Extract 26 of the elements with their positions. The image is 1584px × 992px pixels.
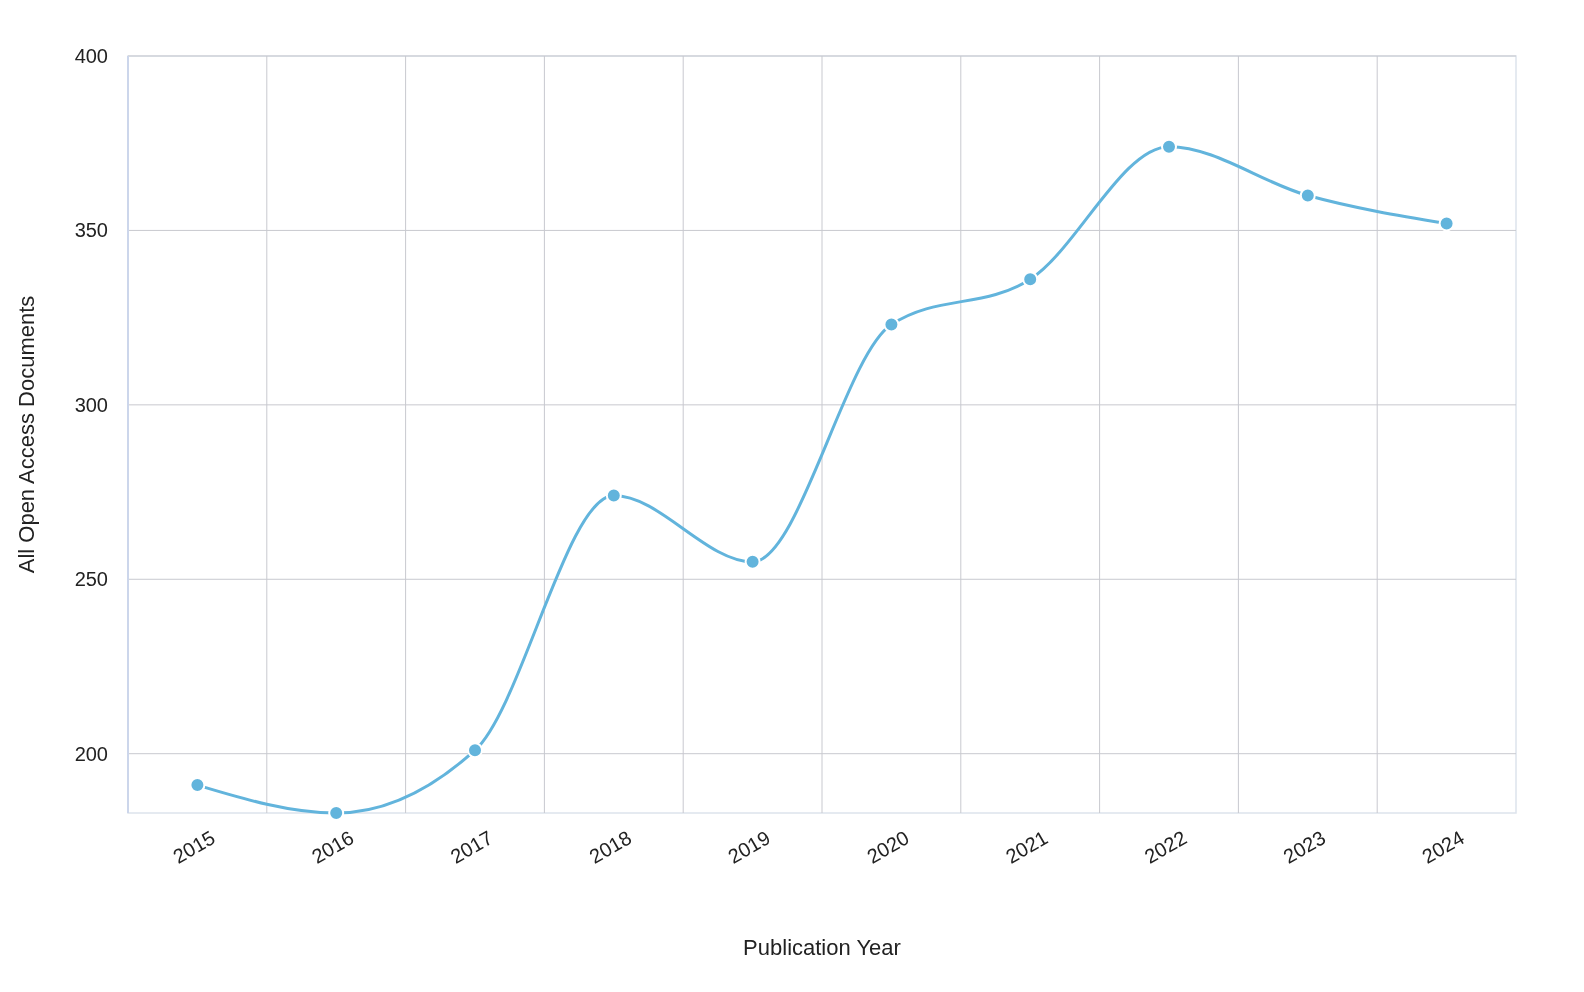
point [1299, 187, 1316, 204]
point [1161, 138, 1177, 155]
point [328, 805, 345, 821]
x-tick-label: 2021 [1001, 826, 1052, 868]
point [1022, 271, 1039, 288]
x-tick-label: 2015 [169, 826, 219, 868]
x-tick-label: 2023 [1279, 826, 1330, 868]
x-tick-label: 2019 [724, 826, 774, 868]
y-tick-label: 250 [74, 568, 108, 591]
x-tick-label: 2017 [446, 826, 497, 868]
y-tick-label: 350 [74, 219, 108, 242]
point [883, 316, 900, 333]
x-tick-label: 2024 [1418, 826, 1468, 868]
y-tick-label: 300 [74, 393, 108, 416]
point [1438, 215, 1455, 232]
point [744, 553, 761, 570]
y-axis-title: All Open Access Documents [14, 295, 39, 574]
x-tick-label: 2020 [863, 826, 913, 868]
x-tick-label: 2018 [585, 826, 636, 868]
x-tick-label: 2016 [307, 826, 358, 868]
y-tick-label: 400 [74, 45, 108, 67]
x-tick-label: 2022 [1140, 826, 1191, 868]
x-axis-title: Publication Year [743, 935, 901, 960]
point [605, 487, 622, 504]
point [467, 742, 483, 759]
y-tick-label: 200 [74, 742, 108, 765]
